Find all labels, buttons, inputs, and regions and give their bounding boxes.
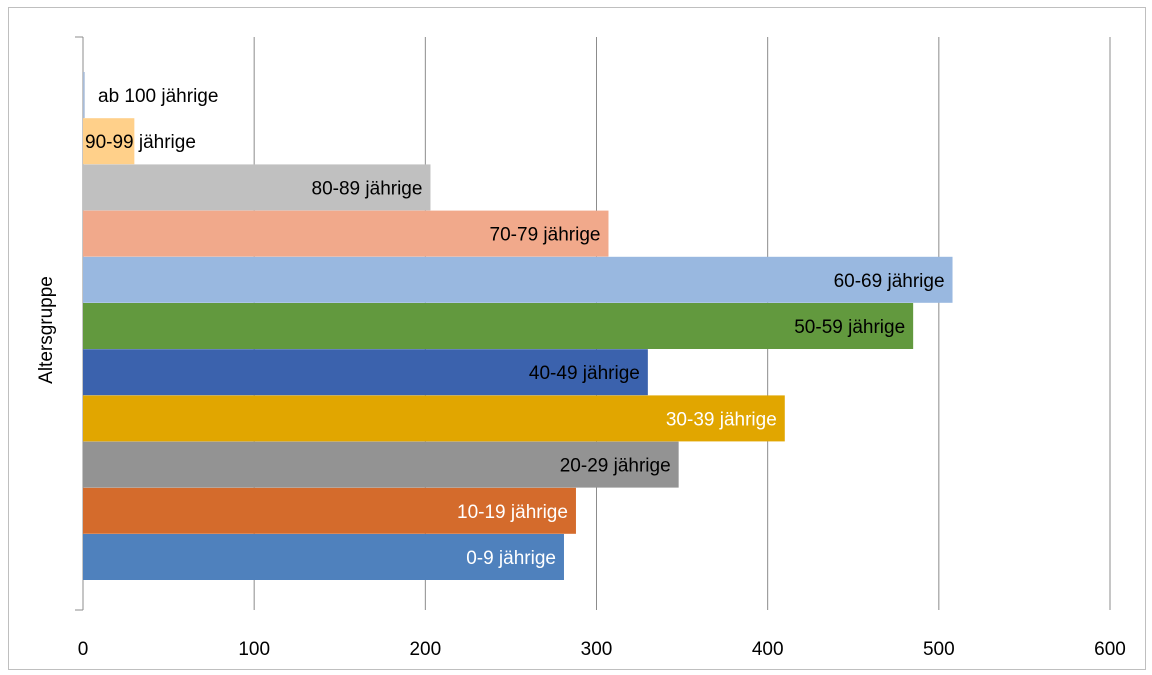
bar-label-9: 90-99 jährige xyxy=(85,132,196,153)
bar-8 xyxy=(83,164,431,211)
bar-3 xyxy=(83,395,785,442)
bar-label-1: 10-19 jährige xyxy=(457,502,568,523)
bar-6 xyxy=(83,256,953,303)
bar-label-8: 80-89 jährige xyxy=(312,178,423,199)
x-tick-label-500: 500 xyxy=(923,639,955,660)
x-tick-label-400: 400 xyxy=(752,639,784,660)
bar-label-6: 60-69 jährige xyxy=(834,271,945,292)
x-tick-label-300: 300 xyxy=(581,639,613,660)
x-tick-label-0: 0 xyxy=(78,639,89,660)
bar-4 xyxy=(83,349,648,396)
bar-5 xyxy=(83,303,914,349)
bar-label-4: 40-49 jährige xyxy=(529,363,640,384)
bar-10 xyxy=(83,72,85,118)
bar-9 xyxy=(83,118,135,165)
bar-1 xyxy=(83,487,576,534)
bar-label-10: ab 100 jährige xyxy=(98,86,218,107)
bar-7 xyxy=(83,210,609,257)
bar-0 xyxy=(83,534,564,580)
bar-2 xyxy=(83,441,679,488)
x-tick-label-600: 600 xyxy=(1094,639,1126,660)
bar-label-5: 50-59 jährige xyxy=(794,317,905,338)
bar-label-3: 30-39 jährige xyxy=(666,409,777,430)
bar-label-0: 0-9 jährige xyxy=(466,548,556,569)
y-axis-title: Altersgruppe xyxy=(36,276,57,384)
bar-label-2: 20-29 jährige xyxy=(560,456,671,477)
bar-label-7: 70-79 jährige xyxy=(490,225,601,246)
x-tick-label-100: 100 xyxy=(238,639,270,660)
x-tick-label-200: 200 xyxy=(409,639,441,660)
